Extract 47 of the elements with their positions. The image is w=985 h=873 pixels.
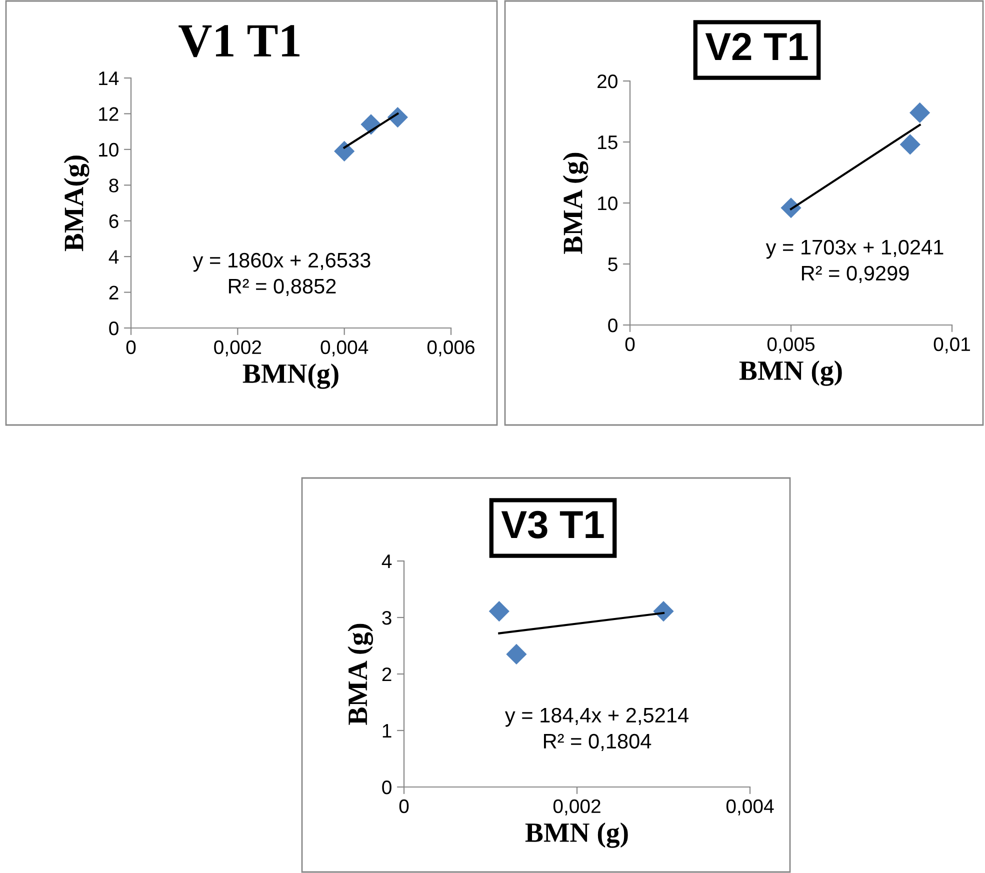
point xyxy=(780,198,802,218)
x-tick-label: 0 xyxy=(126,340,136,354)
x-tick-label: 0,002 xyxy=(553,799,600,816)
annotation: R² = 0,1804 xyxy=(544,734,652,752)
y-tick-label: 14 xyxy=(99,72,119,86)
point xyxy=(900,134,920,155)
annotation: R² = 0,8852 xyxy=(228,278,336,296)
y-tick-label: 3 xyxy=(382,610,392,625)
annotation: R² = 0,9299 xyxy=(802,266,909,284)
y-tick-label: 4 xyxy=(382,554,392,568)
point xyxy=(910,102,930,124)
y-axis-title: BMA (g) xyxy=(348,624,374,725)
y-tick-label: 6 xyxy=(109,214,118,228)
annotation: y = 184,4x + 2,5214 xyxy=(504,708,688,727)
x-tick-label: 0,004 xyxy=(726,799,774,816)
y-tick-label: 5 xyxy=(608,258,618,272)
x-tick-label: 0 xyxy=(625,337,635,352)
x-axis-title: BMN (g) xyxy=(525,822,628,848)
y-axis-title: BMA(g) xyxy=(64,156,90,252)
x-tick-label: 0,004 xyxy=(320,340,368,356)
x-tick-label: 0,005 xyxy=(767,337,815,354)
x-tick-label: 0,01 xyxy=(934,337,970,354)
y-tick-label: 12 xyxy=(99,107,118,121)
y-tick-label: 4 xyxy=(108,250,119,264)
chart-title: V3 T1 xyxy=(501,510,604,538)
y-tick-label: 20 xyxy=(598,74,618,88)
y-tick-label: 0 xyxy=(109,321,118,336)
y-tick-label: 10 xyxy=(99,142,118,157)
x-tick-label: 0,006 xyxy=(427,340,474,356)
y-tick-label: 2 xyxy=(109,286,118,300)
y-tick-label: 1 xyxy=(382,724,392,738)
x-tick-label: 0,002 xyxy=(214,340,262,356)
y-tick-label: 0 xyxy=(382,780,392,794)
x-axis-title: BMN(g) xyxy=(242,363,338,389)
chart-title: V1 T1 xyxy=(178,25,300,58)
y-tick-label: 15 xyxy=(598,136,618,150)
annotation: y = 1703x + 1,0241 xyxy=(766,240,944,259)
chart-title: V2 T1 xyxy=(705,32,808,60)
y-tick-label: 0 xyxy=(608,318,618,332)
x-tick-label: 0 xyxy=(399,799,409,814)
y-tick-label: 8 xyxy=(109,178,118,192)
y-tick-label: 2 xyxy=(382,667,392,682)
y-tick-label: 10 xyxy=(598,196,618,210)
point xyxy=(334,140,355,162)
y-axis-title: BMA (g) xyxy=(562,152,588,254)
annotation: y = 1860x + 2,6533 xyxy=(192,252,370,272)
x-axis-title: BMN (g) xyxy=(739,360,842,386)
